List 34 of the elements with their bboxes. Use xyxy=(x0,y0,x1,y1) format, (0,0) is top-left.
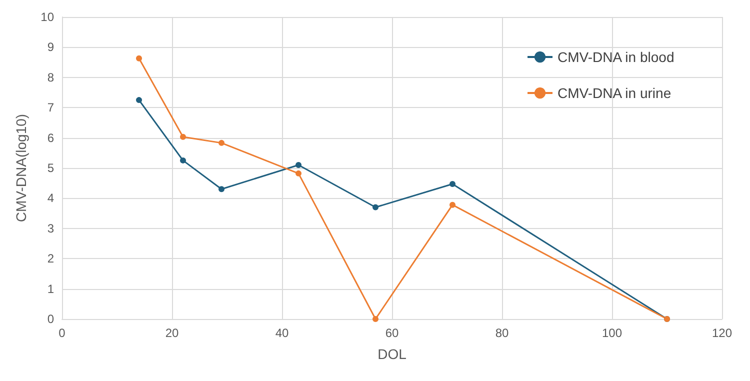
x-tick-label: 100 xyxy=(602,326,622,340)
point xyxy=(218,140,224,146)
point xyxy=(296,162,302,168)
y-tick-label: 10 xyxy=(40,10,54,24)
point xyxy=(180,157,186,164)
point xyxy=(136,97,142,104)
x-tick-label: 20 xyxy=(165,326,179,340)
x-tick-label: 0 xyxy=(58,326,66,340)
point xyxy=(372,204,378,210)
point xyxy=(450,181,456,188)
y-tick-label: 2 xyxy=(47,252,54,266)
point xyxy=(136,55,142,62)
y-tick-label: 8 xyxy=(47,70,54,84)
point xyxy=(218,186,224,192)
y-tick-label: 9 xyxy=(47,40,54,54)
y-tick-label: 1 xyxy=(47,282,54,296)
y-tick-label: 3 xyxy=(47,221,54,236)
x-axis-title: DOL xyxy=(378,346,407,362)
legend-label: CMV-DNA in urine xyxy=(558,85,672,101)
x-tick-label: 80 xyxy=(495,326,509,340)
y-tick-label: 6 xyxy=(47,130,54,145)
x-tick-label: 40 xyxy=(275,326,289,340)
y-tick-label: 5 xyxy=(47,161,54,175)
point xyxy=(450,202,456,208)
x-tick-label: 60 xyxy=(385,326,399,340)
x-tick-label: 120 xyxy=(712,326,732,340)
legend-label: CMV-DNA in blood xyxy=(558,49,674,65)
y-tick-label: 4 xyxy=(47,191,54,206)
y-axis-title: CMV-DNA(log10) xyxy=(13,114,29,222)
y-tick-label: 0 xyxy=(47,312,54,326)
point xyxy=(372,316,378,322)
point xyxy=(180,134,186,140)
point xyxy=(296,170,302,176)
y-tick-label: 7 xyxy=(47,100,54,115)
